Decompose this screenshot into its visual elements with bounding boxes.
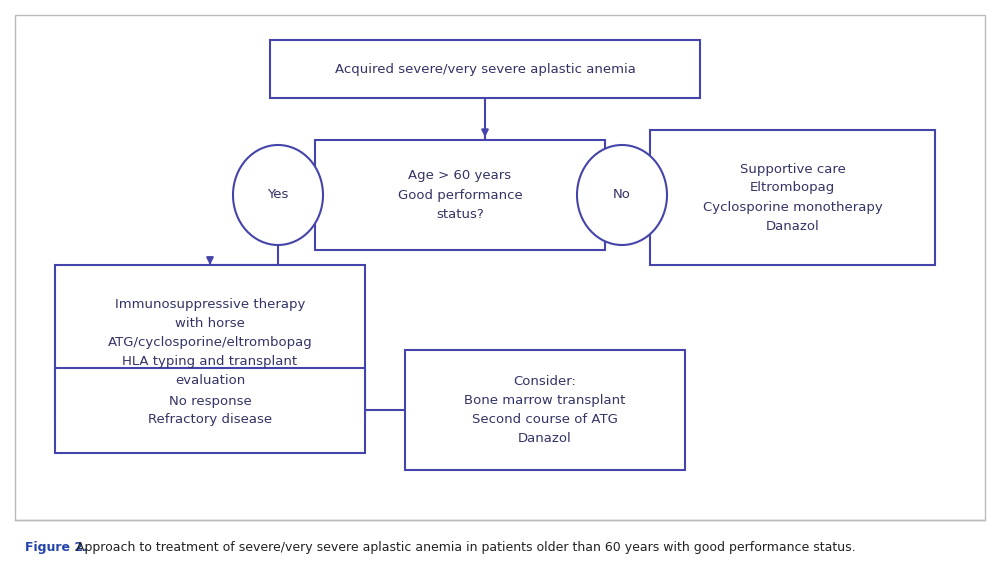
FancyBboxPatch shape bbox=[650, 130, 935, 265]
Text: Figure 2.: Figure 2. bbox=[25, 541, 88, 555]
Ellipse shape bbox=[577, 145, 667, 245]
Text: Consider:
Bone marrow transplant
Second course of ATG
Danazol: Consider: Bone marrow transplant Second … bbox=[464, 375, 626, 445]
FancyBboxPatch shape bbox=[55, 265, 365, 420]
FancyBboxPatch shape bbox=[405, 350, 685, 470]
FancyBboxPatch shape bbox=[270, 40, 700, 98]
Ellipse shape bbox=[233, 145, 323, 245]
FancyBboxPatch shape bbox=[315, 140, 605, 250]
Text: Yes: Yes bbox=[267, 188, 289, 202]
Text: Immunosuppressive therapy
with horse
ATG/cyclosporine/eltrombopag
HLA typing and: Immunosuppressive therapy with horse ATG… bbox=[108, 298, 312, 387]
Text: No response
Refractory disease: No response Refractory disease bbox=[148, 395, 272, 426]
Text: No: No bbox=[613, 188, 631, 202]
Text: Supportive care
Eltrombopag
Cyclosporine monotherapy
Danazol: Supportive care Eltrombopag Cyclosporine… bbox=[703, 162, 882, 233]
FancyBboxPatch shape bbox=[55, 368, 365, 453]
Text: Approach to treatment of severe/very severe aplastic anemia in patients older th: Approach to treatment of severe/very sev… bbox=[72, 541, 855, 555]
FancyBboxPatch shape bbox=[15, 15, 985, 520]
Text: Acquired severe/very severe aplastic anemia: Acquired severe/very severe aplastic ane… bbox=[335, 63, 635, 75]
Text: Age > 60 years
Good performance
status?: Age > 60 years Good performance status? bbox=[398, 169, 522, 221]
